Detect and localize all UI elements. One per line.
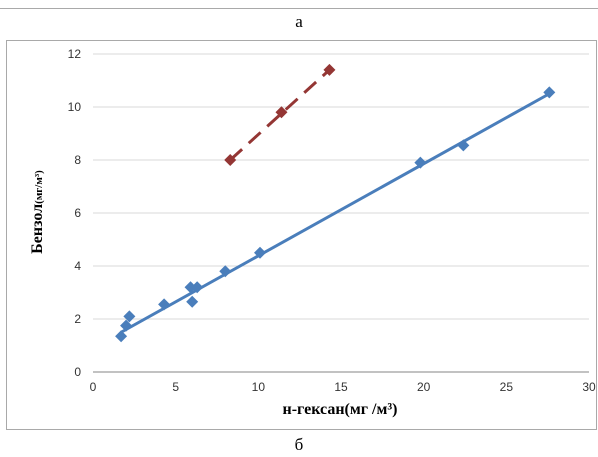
series-1-point xyxy=(414,156,427,169)
x-tick-label: 15 xyxy=(334,380,348,394)
y-axis-title-main: Бензол xyxy=(29,204,46,254)
series-1-point xyxy=(543,86,556,99)
y-tick-label: 2 xyxy=(74,312,81,326)
panel-label-a: а xyxy=(295,12,303,31)
series-1-point xyxy=(186,295,199,308)
x-tick-label: 30 xyxy=(582,380,596,394)
x-tick-label: 5 xyxy=(172,380,179,394)
trendlines xyxy=(120,68,551,334)
y-tick-label: 12 xyxy=(68,47,82,61)
gridlines xyxy=(93,53,589,320)
x-tick-label: 20 xyxy=(417,380,431,394)
y-tick-label: 10 xyxy=(68,100,82,114)
y-tick-label: 8 xyxy=(74,153,81,167)
series-1-trendline xyxy=(120,92,551,334)
series-1-point xyxy=(457,139,470,152)
series-2-point xyxy=(275,106,288,119)
y-axis-title: Бензол(мг/м³) xyxy=(29,170,46,254)
series-2-point xyxy=(224,154,237,166)
data-points xyxy=(115,63,556,343)
x-axis-title: н-гексан(мг /м³) xyxy=(283,401,398,418)
series-2-trendline xyxy=(229,68,331,162)
panel-label-b: б xyxy=(294,435,304,454)
y-tick-label: 0 xyxy=(74,365,81,379)
x-tick-label: 0 xyxy=(90,380,97,394)
chart-frame xyxy=(6,40,597,430)
series-2-point xyxy=(323,63,336,76)
x-tick-label: 25 xyxy=(500,380,514,394)
series-1-point xyxy=(120,319,133,332)
series-1-point xyxy=(158,298,171,311)
y-tick-label: 4 xyxy=(74,259,81,273)
y-tick-labels: 0 2 4 6 8 10 12 xyxy=(68,47,82,379)
x-tick-labels: 0 5 10 15 20 25 30 xyxy=(90,380,596,394)
x-tick-label: 10 xyxy=(252,380,266,394)
top-panel-frame xyxy=(0,0,598,9)
series-1-point xyxy=(115,330,128,343)
y-tick-label: 6 xyxy=(74,206,81,220)
series-1-point xyxy=(219,265,232,278)
series-1-point xyxy=(184,281,197,294)
series-1-point xyxy=(123,310,136,323)
series-1-point xyxy=(191,281,204,294)
y-axis-title-unit: (мг/м³) xyxy=(33,170,45,204)
series-1-point xyxy=(253,246,266,259)
